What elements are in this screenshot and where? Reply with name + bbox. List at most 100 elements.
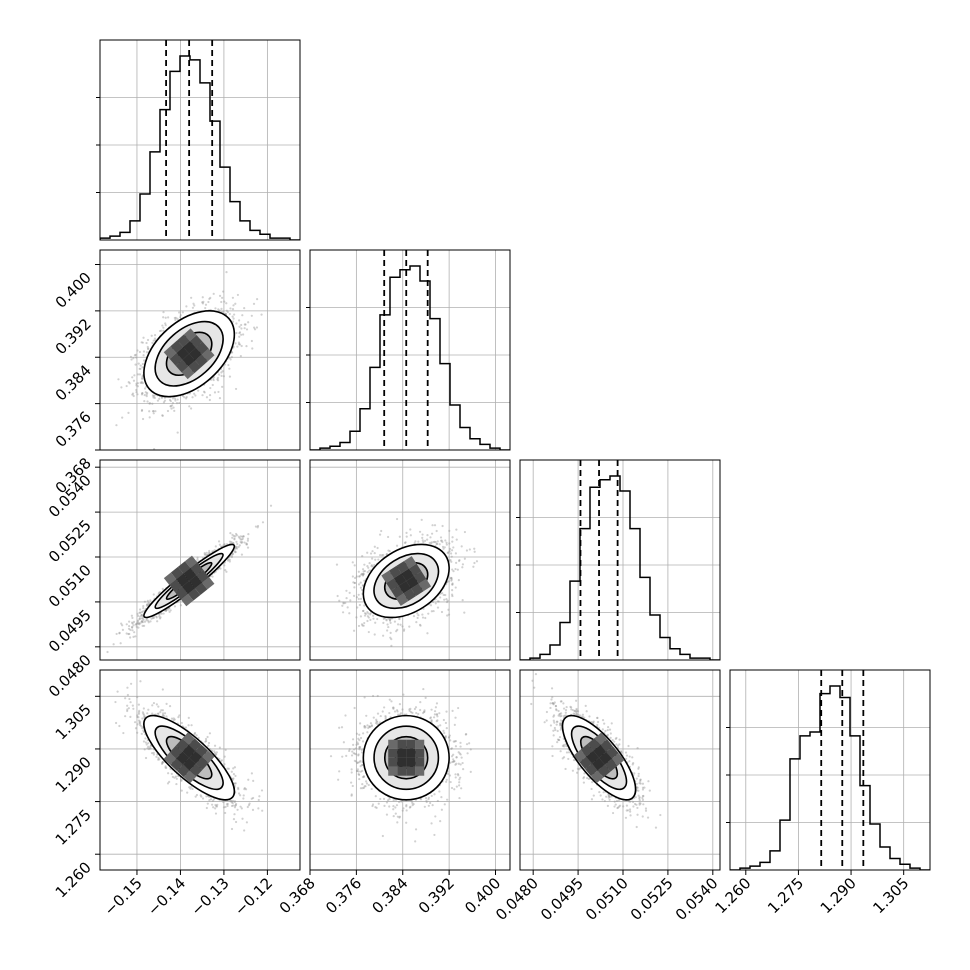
scatter-point [228, 375, 232, 378]
scatter-point [160, 612, 163, 615]
scatter-point [146, 599, 149, 602]
scatter-point [143, 620, 147, 623]
scatter-point [139, 611, 142, 614]
scatter-point [153, 394, 156, 397]
scatter-point [418, 623, 422, 626]
scatter-point [174, 318, 177, 322]
scatter-point [218, 543, 221, 546]
scatter-point [205, 396, 209, 399]
scatter-point [247, 533, 250, 536]
scatter-point [218, 294, 222, 297]
scatter-point [338, 599, 341, 602]
density-cell [201, 348, 215, 362]
scatter-point [140, 613, 143, 617]
scatter-point [150, 617, 153, 620]
scatter-point [131, 629, 134, 632]
scatter-point [142, 610, 145, 613]
scatter-point [173, 409, 176, 412]
scatter-point [216, 378, 219, 381]
scatter-point [142, 604, 145, 608]
scatter-point [238, 332, 241, 335]
density-cell [189, 335, 203, 348]
scatter-point [131, 392, 135, 395]
scatter-point [145, 351, 149, 354]
density-cell [183, 328, 197, 342]
scatter-point [135, 391, 138, 394]
scatter-point [201, 394, 204, 397]
scatter-point [139, 367, 142, 370]
scatter-point [234, 342, 237, 345]
scatter-point [191, 306, 195, 309]
scatter-point [421, 533, 424, 536]
scatter-point [433, 524, 437, 527]
scatter-point [176, 398, 179, 401]
scatter-point [388, 618, 392, 621]
scatter-point [120, 386, 123, 389]
scatter-point [168, 610, 171, 613]
scatter-point [166, 409, 170, 413]
scatter-point [181, 311, 184, 314]
scatter-point [235, 546, 238, 550]
scatter-point [250, 339, 253, 343]
scatter-point [231, 308, 235, 311]
scatter-point [458, 559, 461, 563]
scatter-point [117, 378, 120, 381]
scatter-point [441, 524, 444, 528]
scatter-point [133, 374, 136, 377]
scatter-point [149, 620, 152, 623]
scatter-point [145, 341, 148, 345]
density-cell [184, 555, 198, 569]
scatter-point [234, 302, 237, 305]
scatter-point [147, 347, 150, 350]
scatter-point [223, 542, 226, 546]
density-cell [188, 360, 202, 374]
density-cell [177, 334, 190, 348]
scatter-point [138, 350, 142, 354]
scatter-point [207, 551, 211, 554]
scatter-point [207, 300, 210, 304]
scatter-point [143, 624, 146, 627]
scatter-point [238, 343, 242, 346]
scatter-point [163, 399, 167, 402]
scatter-point [370, 564, 373, 567]
scatter-point [173, 605, 177, 608]
scatter-point [115, 424, 118, 427]
scatter-point [133, 354, 137, 357]
scatter-point [382, 553, 385, 557]
scatter-point [403, 628, 406, 631]
histogram-panel-2 [516, 459, 721, 661]
scatter-point [156, 399, 160, 402]
scatter-point [140, 408, 144, 412]
scatter-point [208, 549, 211, 553]
scatter-point [222, 375, 225, 378]
scatter-point [368, 569, 371, 572]
scatter-point [140, 380, 143, 383]
scatter-point [165, 609, 168, 612]
scatter-point [161, 414, 164, 417]
density-cell [187, 587, 201, 601]
scatter-point [142, 350, 146, 353]
scatter-point [193, 392, 196, 395]
scatter-point [152, 396, 155, 399]
scatter-point [158, 615, 161, 618]
scatter-point [239, 540, 242, 544]
scatter-point [236, 293, 240, 297]
scatter-point [218, 309, 221, 312]
scatter-point [229, 358, 232, 361]
scatter-point [138, 608, 142, 611]
scatter-point [222, 310, 225, 313]
scatter-point [161, 587, 164, 590]
scatter-point [238, 331, 242, 334]
scatter-point [230, 355, 233, 359]
scatter-point [247, 321, 250, 324]
scatter-point [158, 591, 162, 594]
scatter-point [238, 335, 241, 338]
scatter-point [253, 326, 256, 329]
scatter-point [221, 370, 224, 373]
scatter-point [164, 322, 167, 325]
scatter-point [141, 617, 144, 620]
density-cell [163, 346, 177, 360]
scatter-point [196, 556, 199, 559]
scatter-point [201, 296, 204, 299]
scatter-point [426, 533, 429, 537]
